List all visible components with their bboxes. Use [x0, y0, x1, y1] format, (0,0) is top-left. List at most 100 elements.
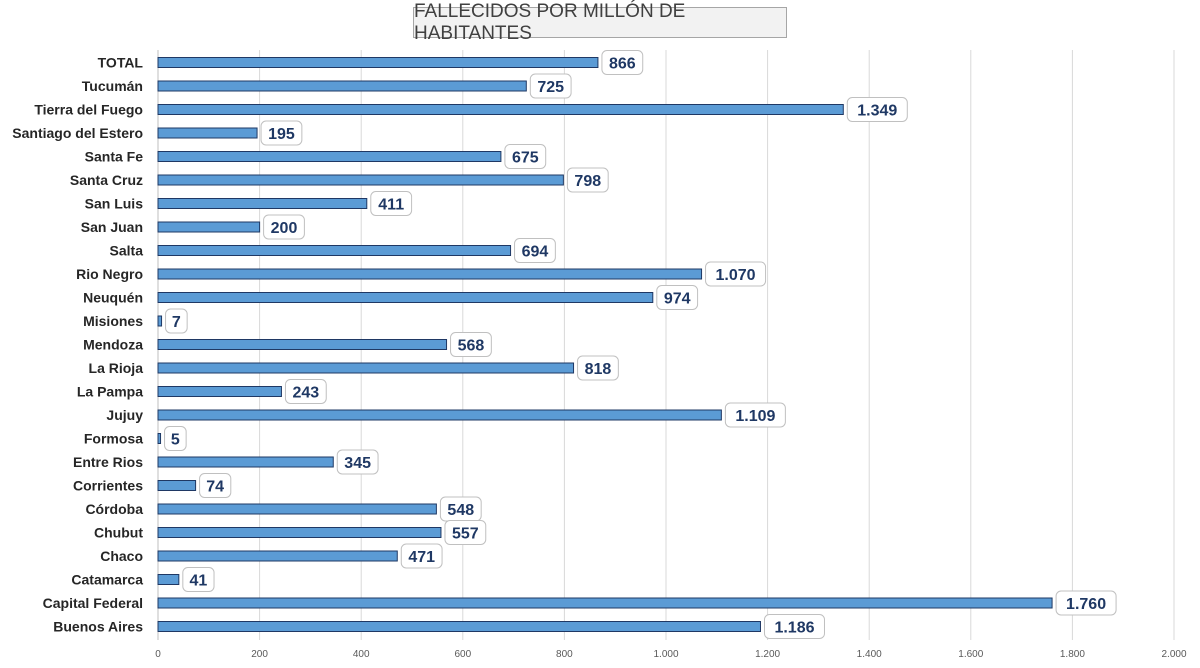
value-label: 866 [609, 56, 636, 73]
x-tick-label: 1.600 [958, 649, 983, 660]
bar [157, 386, 282, 397]
category-label: Catamarca [71, 572, 143, 588]
category-label: La Rioja [89, 360, 144, 376]
value-label-box [450, 332, 492, 357]
x-tick-label: 1.000 [653, 649, 678, 660]
bar [157, 433, 162, 444]
bars [157, 57, 1053, 632]
value-label-box [601, 50, 644, 75]
value-label-box [260, 120, 303, 146]
value-label: 1.349 [857, 103, 897, 120]
value-label: 74 [206, 479, 224, 496]
value-labels: 866 725 1.349 195 675 798 411 200 694 1.070 974 7 56… [164, 50, 1117, 639]
category-label: La Pampa [77, 384, 143, 400]
bar [157, 597, 1053, 609]
value-label: 411 [378, 197, 404, 214]
category-label: Neuquén [83, 290, 143, 306]
bar [157, 574, 180, 585]
x-tick-label: 800 [556, 649, 573, 660]
category-label: Tucumán [82, 78, 143, 94]
x-tick-label: 0 [155, 649, 161, 660]
value-label: 557 [452, 526, 479, 543]
bar [157, 221, 261, 233]
bar [157, 268, 703, 280]
value-label-box [763, 614, 825, 639]
value-label-box [370, 191, 413, 216]
value-label-box [504, 144, 547, 169]
bar [157, 151, 502, 162]
bar [157, 174, 564, 186]
bar [157, 550, 398, 562]
category-label: Córdoba [85, 501, 143, 517]
value-label-box [284, 379, 327, 404]
category-label: San Juan [81, 219, 143, 235]
value-label-box [164, 426, 187, 451]
category-label: Santa Cruz [70, 172, 143, 188]
category-label: San Luis [85, 196, 144, 212]
x-axis-ticks: 0 200 400 600 800 1.000 1.200 1.400 1.600 1.800 2.… [155, 649, 1187, 660]
value-label-box [182, 567, 215, 592]
value-label: 694 [522, 244, 549, 261]
value-label: 243 [292, 385, 319, 402]
bar [157, 339, 448, 350]
bar [157, 127, 258, 139]
category-label: Jujuy [106, 407, 143, 423]
bar [157, 198, 368, 209]
value-label-box [566, 167, 609, 193]
bar [157, 527, 442, 538]
value-label: 568 [458, 338, 485, 355]
category-label: TOTAL [98, 55, 144, 71]
category-label: Corrientes [73, 478, 143, 494]
bar [157, 315, 163, 327]
value-label: 1.760 [1066, 596, 1106, 613]
value-label-box [514, 238, 556, 263]
category-label: Santiago del Estero [12, 125, 143, 141]
value-label-box [165, 308, 188, 334]
value-label: 818 [585, 361, 612, 378]
bar [157, 80, 527, 92]
category-label: Formosa [84, 431, 143, 447]
category-label: Tierra del Fuego [34, 102, 143, 118]
value-label: 200 [271, 220, 298, 237]
value-label-box [724, 402, 786, 428]
value-label-box [336, 449, 379, 475]
bar [157, 57, 599, 68]
value-label: 195 [268, 126, 295, 143]
category-label: Salta [110, 243, 144, 259]
x-tick-label: 200 [251, 649, 268, 660]
x-tick-label: 1.200 [755, 649, 780, 660]
value-label-box [529, 73, 572, 99]
value-label-box [577, 355, 619, 381]
category-label: Buenos Aires [53, 619, 143, 635]
value-label-box [846, 97, 908, 122]
value-label: 41 [190, 573, 208, 590]
bar [157, 245, 512, 256]
category-label: Entre Rios [73, 454, 143, 470]
value-label-box [656, 285, 699, 310]
value-label: 7 [172, 314, 181, 331]
category-label: Chubut [94, 525, 143, 541]
x-tick-label: 1.400 [857, 649, 882, 660]
value-label: 1.070 [716, 267, 756, 284]
category-label: Chaco [100, 548, 143, 564]
bar [157, 503, 437, 515]
value-label-box [1055, 590, 1117, 616]
category-label: Mendoza [83, 337, 143, 353]
bar [157, 292, 654, 303]
value-label-box [705, 261, 767, 287]
x-tick-label: 1.800 [1060, 649, 1085, 660]
value-label: 974 [664, 291, 691, 308]
value-label: 471 [408, 549, 435, 566]
category-label: Misiones [83, 313, 143, 329]
value-label: 1.109 [735, 408, 775, 425]
value-label: 675 [512, 150, 539, 167]
value-label: 548 [447, 502, 474, 519]
x-tick-label: 2.000 [1161, 649, 1186, 660]
value-label-box [444, 520, 487, 545]
value-label-box [199, 473, 232, 498]
bar [157, 104, 844, 115]
category-label: Capital Federal [43, 595, 143, 611]
value-label-box [263, 214, 305, 240]
value-label-box [400, 543, 443, 569]
